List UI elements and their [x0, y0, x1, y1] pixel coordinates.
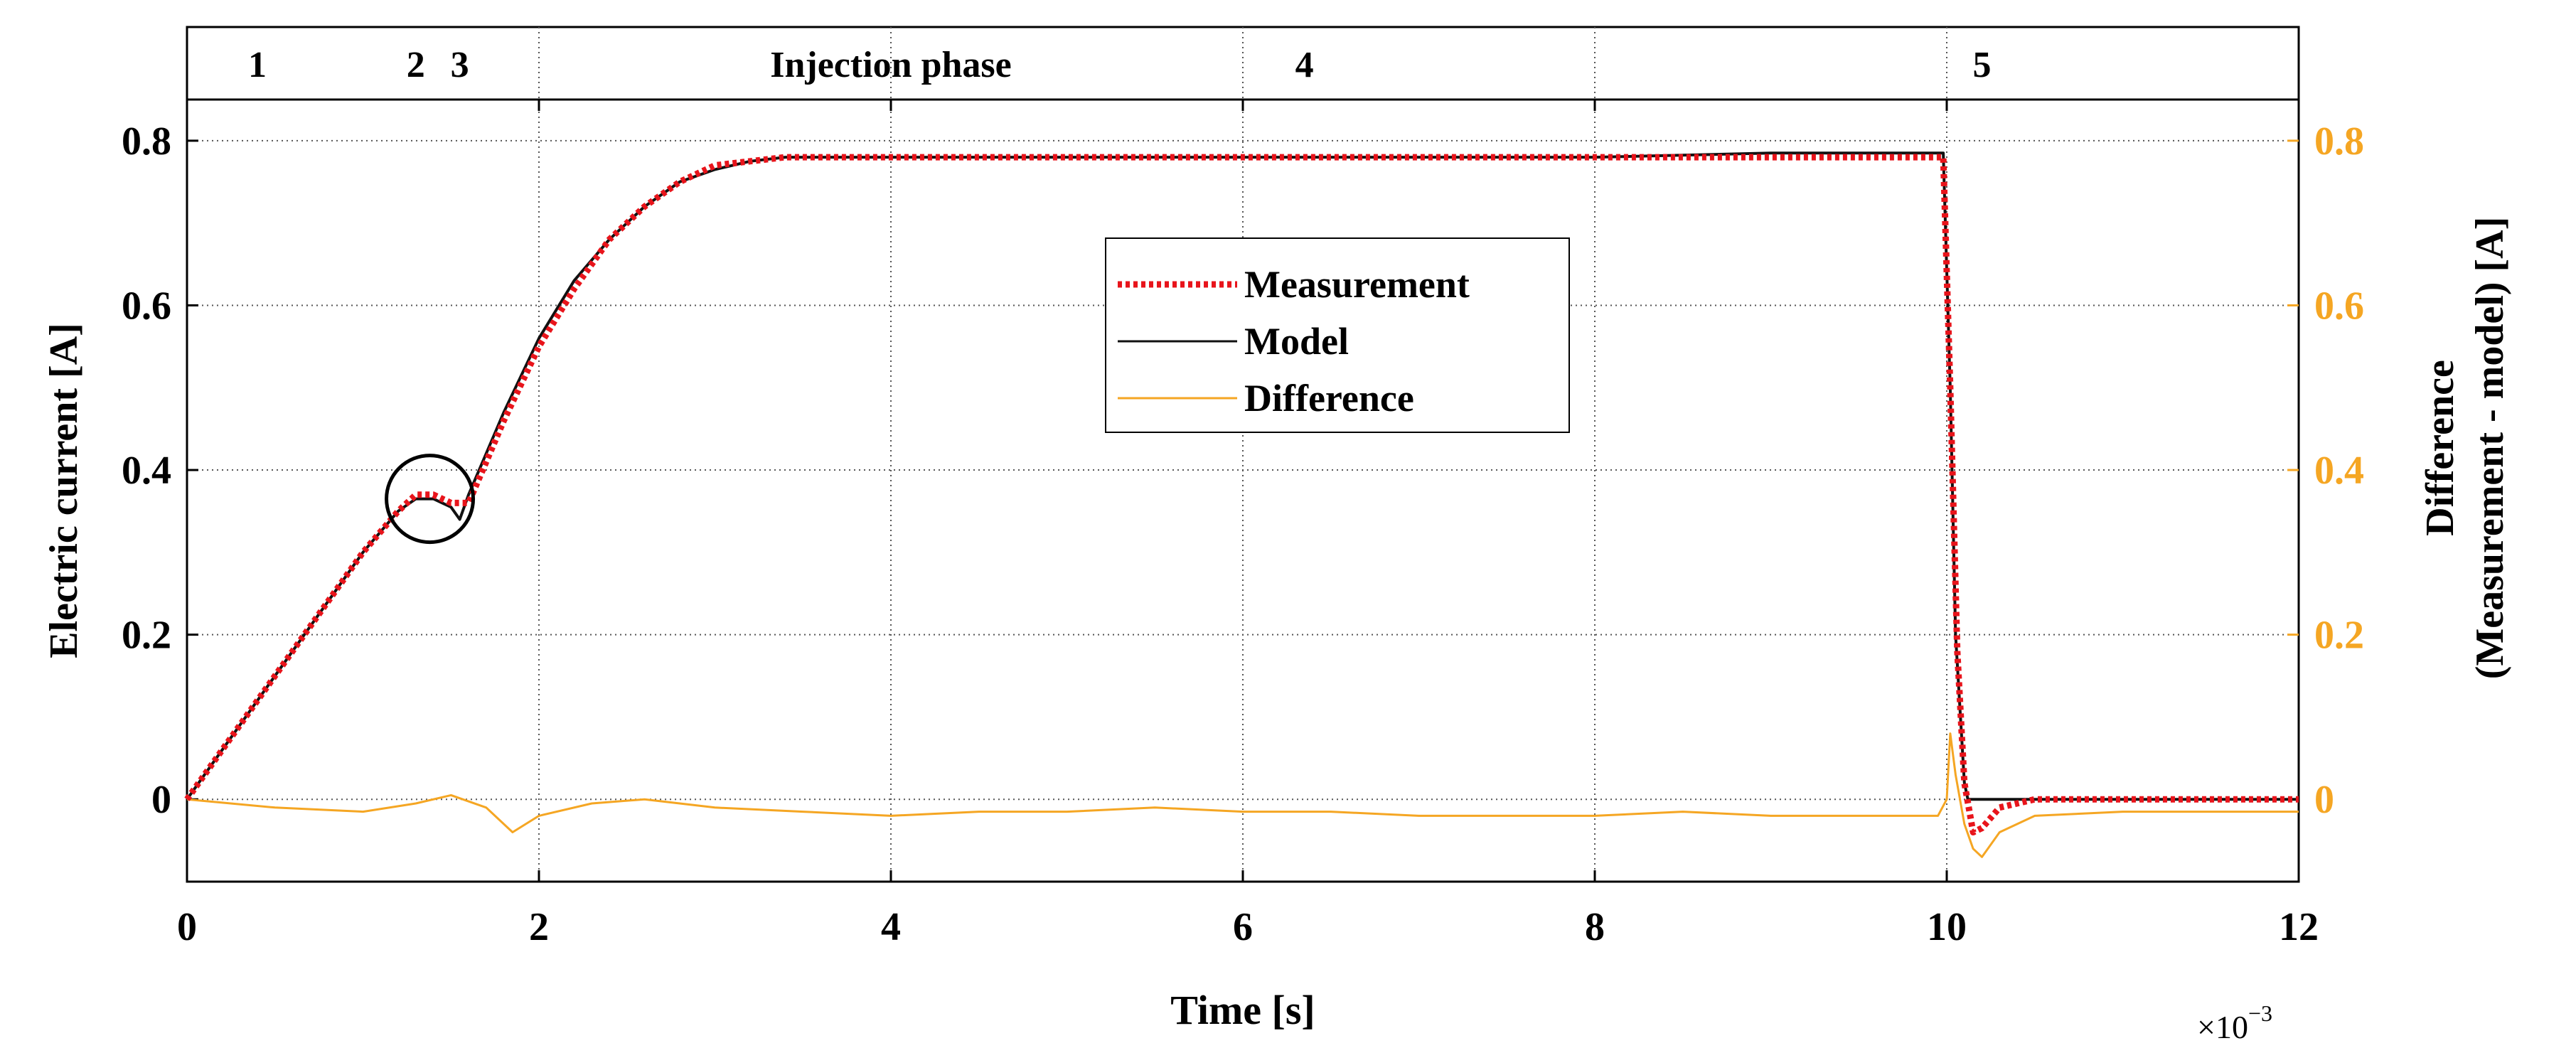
phase-label-4: 4: [1295, 45, 1314, 85]
y-tick-label-2: 0.4: [122, 449, 171, 493]
x-tick-label-2: 4: [881, 905, 901, 949]
x-tick-label-4: 8: [1585, 905, 1605, 949]
y-tick-label-4: 0.8: [122, 119, 171, 164]
x-axis-multiplier-exponent: −3: [2248, 1000, 2272, 1026]
x-axis-ticks: 0 2 4 6 8 10 12: [177, 100, 2319, 949]
legend: Measurement Model Difference: [1105, 237, 1570, 433]
y-tick-label-1: 0.2: [122, 614, 171, 658]
y-axis-label: Electric current [A]: [42, 323, 86, 658]
x-tick-label-0: 0: [177, 905, 197, 949]
phase-labels: 1 2 3 Injection phase 4 5: [248, 45, 1992, 85]
series-difference-line: [186, 732, 2299, 858]
annotation-circle: [385, 454, 476, 545]
phase-label-0: 1: [248, 45, 267, 85]
legend-label-measurement: Measurement: [1244, 263, 1470, 306]
x-tick-label-3: 6: [1233, 905, 1253, 949]
phase-label-5: 5: [1973, 45, 1992, 85]
x-tick-label-1: 2: [529, 905, 549, 949]
y2-tick-label-4: 0.8: [2314, 119, 2364, 164]
y2-tick-label-2: 0.4: [2314, 449, 2364, 493]
y-tick-label-0: 0: [151, 778, 171, 822]
x-axis-multiplier-base: ×10: [2197, 1009, 2248, 1045]
x-tick-label-5: 10: [1927, 905, 1967, 949]
x-axis-label: Time [s]: [1170, 987, 1315, 1033]
y2-axis-label-line2: (Measurement - model) [A]: [2468, 217, 2512, 680]
legend-label-model: Model: [1244, 320, 1349, 363]
phase-label-2: 3: [451, 45, 469, 85]
y2-axis-label-line1: Difference: [2418, 360, 2462, 536]
y2-tick-label-1: 0.2: [2314, 614, 2364, 658]
legend-label-difference: Difference: [1244, 377, 1414, 419]
x-axis-multiplier: ×10−3: [2197, 1000, 2272, 1045]
phase-label-1: 2: [407, 45, 425, 85]
y-tick-label-3: 0.6: [122, 284, 171, 328]
y2-axis-ticks: 0 0.2 0.4 0.6 0.8: [2287, 119, 2364, 822]
x-tick-label-6: 12: [2279, 905, 2319, 949]
legend-box: [1105, 237, 1570, 433]
series-measurement-line: [184, 154, 2299, 835]
phase-label-3: Injection phase: [770, 45, 1011, 85]
y-axis-ticks: 0 0.2 0.4 0.6 0.8: [122, 119, 198, 822]
y2-tick-label-0: 0: [2314, 778, 2334, 822]
y2-tick-label-3: 0.6: [2314, 284, 2364, 328]
